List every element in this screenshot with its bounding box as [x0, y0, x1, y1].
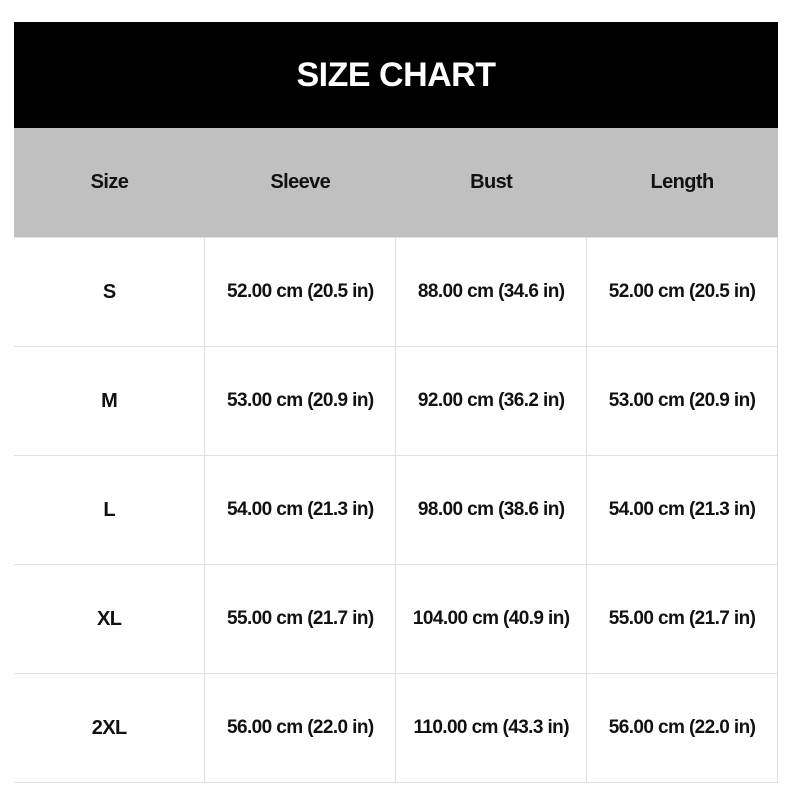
chart-title: SIZE CHART [14, 22, 778, 128]
table-row: 2XL 56.00 cm (22.0 in) 110.00 cm (43.3 in)… [14, 673, 778, 783]
size-table: Size Sleeve Bust Length S 52.00 cm (20.5 in)… [14, 128, 778, 783]
measurement-cell: 54.00 cm (21.3 in) [586, 455, 778, 565]
measurement-cell: 53.00 cm (20.9 in) [204, 346, 397, 456]
measurement-cell: 52.00 cm (20.5 in) [204, 237, 397, 347]
measurement-cell: 54.00 cm (21.3 in) [204, 455, 397, 565]
table-row: L 54.00 cm (21.3 in) 98.00 cm (38.6 in) 54.… [14, 455, 778, 565]
column-header-sleeve: Sleeve [204, 128, 396, 238]
measurement-cell: 56.00 cm (22.0 in) [204, 673, 397, 783]
measurement-cell: 88.00 cm (34.6 in) [395, 237, 588, 347]
table-row: XL 55.00 cm (21.7 in) 104.00 cm (40.9 in) 5… [14, 564, 778, 674]
size-label: XL [14, 564, 206, 674]
measurement-cell: 110.00 cm (43.3 in) [395, 673, 588, 783]
header-row: Size Sleeve Bust Length [14, 128, 778, 238]
table-row: S 52.00 cm (20.5 in) 88.00 cm (34.6 in) 52.… [14, 237, 778, 347]
size-label: M [14, 346, 206, 456]
size-label: L [14, 455, 206, 565]
measurement-cell: 55.00 cm (21.7 in) [586, 564, 778, 674]
size-chart: SIZE CHART Size Sleeve Bust Length S 52.00 c… [14, 22, 778, 783]
size-label: 2XL [14, 673, 206, 783]
measurement-cell: 92.00 cm (36.2 in) [395, 346, 588, 456]
measurement-cell: 53.00 cm (20.9 in) [586, 346, 778, 456]
table-row: M 53.00 cm (20.9 in) 92.00 cm (36.2 in) 53.… [14, 346, 778, 456]
column-header-size: Size [14, 128, 205, 238]
measurement-cell: 98.00 cm (38.6 in) [395, 455, 588, 565]
column-header-bust: Bust [395, 128, 587, 238]
measurement-cell: 52.00 cm (20.5 in) [586, 237, 778, 347]
column-header-length: Length [586, 128, 778, 238]
measurement-cell: 56.00 cm (22.0 in) [586, 673, 778, 783]
measurement-cell: 55.00 cm (21.7 in) [204, 564, 397, 674]
size-label: S [14, 237, 206, 347]
measurement-cell: 104.00 cm (40.9 in) [395, 564, 588, 674]
